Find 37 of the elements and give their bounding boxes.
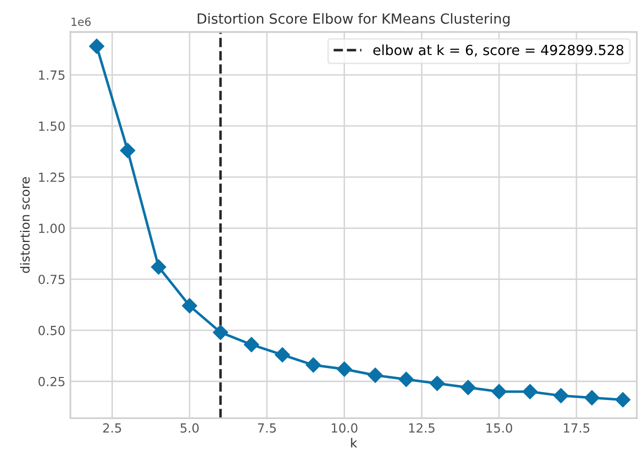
x-axis-title: k	[351, 438, 358, 448]
point	[584, 390, 600, 406]
ref-line-label: elbow at k = 6, score = 492899.528	[373, 44, 624, 57]
point	[615, 392, 630, 408]
point	[368, 368, 383, 383]
point	[306, 357, 321, 373]
point	[89, 38, 104, 54]
point	[120, 142, 136, 158]
point	[212, 324, 228, 340]
y-tick-label: 0.50	[38, 326, 65, 336]
y-tick-label: 0.75	[38, 274, 64, 284]
y-tick-label: 0.25	[38, 376, 64, 386]
point	[553, 388, 569, 404]
x-tick-label: 17.5	[564, 423, 590, 433]
point	[430, 376, 445, 391]
x-tick-label: 5.0	[180, 423, 199, 433]
x-tick-label: 2.5	[103, 423, 122, 433]
point	[522, 384, 538, 400]
point	[460, 380, 476, 396]
x-tick-label: 7.5	[258, 423, 276, 433]
y-tick-label: 1.75	[39, 70, 64, 80]
text: 1e6	[72, 18, 91, 26]
point	[398, 372, 414, 387]
y-tick-label: 1.25	[39, 172, 64, 182]
x-tick-label: 10.0	[332, 423, 358, 433]
y-tick-label: 1.00	[39, 224, 65, 234]
chart-title: Distortion Score Elbow for KMeans Clustering	[198, 13, 510, 27]
point	[151, 259, 166, 275]
point	[336, 362, 352, 377]
point	[244, 337, 260, 352]
y-tick-label: 1.50	[39, 121, 65, 131]
point	[182, 298, 198, 314]
x-tick-label: 12.5	[409, 423, 435, 433]
point	[492, 384, 507, 400]
point	[274, 347, 290, 362]
y-axis-title: distortion score	[20, 177, 30, 273]
x-tick-label: 15.0	[486, 423, 512, 433]
